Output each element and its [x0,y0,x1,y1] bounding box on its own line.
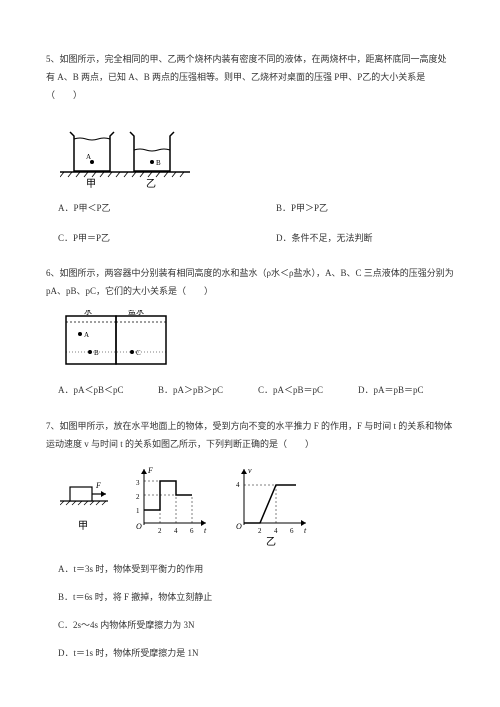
svg-text:2: 2 [158,527,162,535]
q7-option-b: B．t＝6s 时，将 F 撤掉，物体立刻静止 [58,589,454,605]
question-7: 7、如图甲所示，放在水平地面上的物体，受到方向不变的水平推力 F 的作用，F 与… [46,417,454,662]
force-label: F [95,481,101,490]
q7-text: 7、如图甲所示，放在水平地面上的物体，受到方向不变的水平推力 F 的作用，F 与… [46,417,454,453]
q5-option-b: B．P甲＞P乙 [276,200,454,216]
q5-option-c: C．P甲＝P乙 [58,230,236,246]
point-b: B [94,349,99,357]
q5-option-d: D．条件不足，无法判断 [276,230,454,246]
svg-text:4: 4 [274,527,278,535]
q6-option-b: B．pA＞pB＞pC [158,382,254,398]
q5-text: 5、如图所示，完全相同的甲、乙两个烧杯内装有密度不同的液体，在两烧杯中，距离杯底… [46,50,454,104]
graphs-diagram-icon: F 甲 F t O 1 2 3 2 4 6 [60,463,320,549]
point-c: C [136,349,141,357]
q7-option-c: C．2s～4s 内物体所受摩擦力为 3N [58,617,454,633]
beaker-diagram-icon: A B 甲 乙 [60,114,190,188]
q5-options: A．P甲＜P乙 B．P甲＞P乙 C．P甲＝P乙 D．条件不足，无法判断 [58,200,454,246]
svg-text:6: 6 [190,527,194,535]
chart1-ylabel: F [147,466,153,475]
fig-left-label: 甲 [78,521,88,532]
containers-diagram-icon: A B C 水 盐水 [60,310,180,370]
fig-right-label: 乙 [266,536,276,548]
q7-option-a: A．t＝3s 时，物体受到平衡力的作用 [58,561,454,577]
q6-diagram: A B C 水 盐水 [60,310,454,370]
point-a: A [84,331,89,339]
chart1-xlabel: t [204,526,207,535]
q6-options: A．pA＜pB＜pC B．pA＞pB＞pC C．pA＜pB＝pC D．pA＝pB… [58,382,454,398]
q6-text: 6、如图所示，两容器中分别装有相同高度的水和盐水（ρ水＜ρ盐水），A、B、C 三… [46,264,454,300]
q7-options: A．t＝3s 时，物体受到平衡力的作用 B．t＝6s 时，将 F 撤掉，物体立刻… [58,561,454,662]
q6-option-c: C．pA＜pB＝pC [258,382,354,398]
left-container-label: 水 [84,310,92,316]
question-6: 6、如图所示，两容器中分别装有相同高度的水和盐水（ρ水＜ρ盐水），A、B、C 三… [46,264,454,398]
q5-diagram: A B 甲 乙 [60,114,454,188]
question-5: 5、如图所示，完全相同的甲、乙两个烧杯内装有密度不同的液体，在两烧杯中，距离杯底… [46,50,454,246]
chart2-ylabel: v [248,466,252,475]
chart1-origin: O [136,522,142,531]
svg-text:4: 4 [236,481,240,489]
q5-option-a: A．P甲＜P乙 [58,200,236,216]
svg-text:2: 2 [136,493,140,501]
q7-option-d: D．t＝1s 时，物体所受摩擦力是 1N [58,645,454,661]
chart2-xlabel: t [304,526,307,535]
svg-text:1: 1 [136,507,140,515]
q6-option-d: D．pA＝pB＝pC [358,382,454,398]
beaker-right-label: 乙 [146,178,156,188]
chart2-origin: O [236,522,242,531]
right-container-label: 盐水 [128,310,144,316]
svg-text:2: 2 [258,527,262,535]
point-b-label: B [156,159,161,167]
q7-diagram: F 甲 F t O 1 2 3 2 4 6 [60,463,454,549]
q6-option-a: A．pA＜pB＜pC [58,382,154,398]
svg-text:3: 3 [136,479,140,487]
svg-text:4: 4 [174,527,178,535]
point-a-label: A [86,153,91,161]
beaker-left-label: 甲 [86,179,96,188]
svg-text:6: 6 [290,527,294,535]
